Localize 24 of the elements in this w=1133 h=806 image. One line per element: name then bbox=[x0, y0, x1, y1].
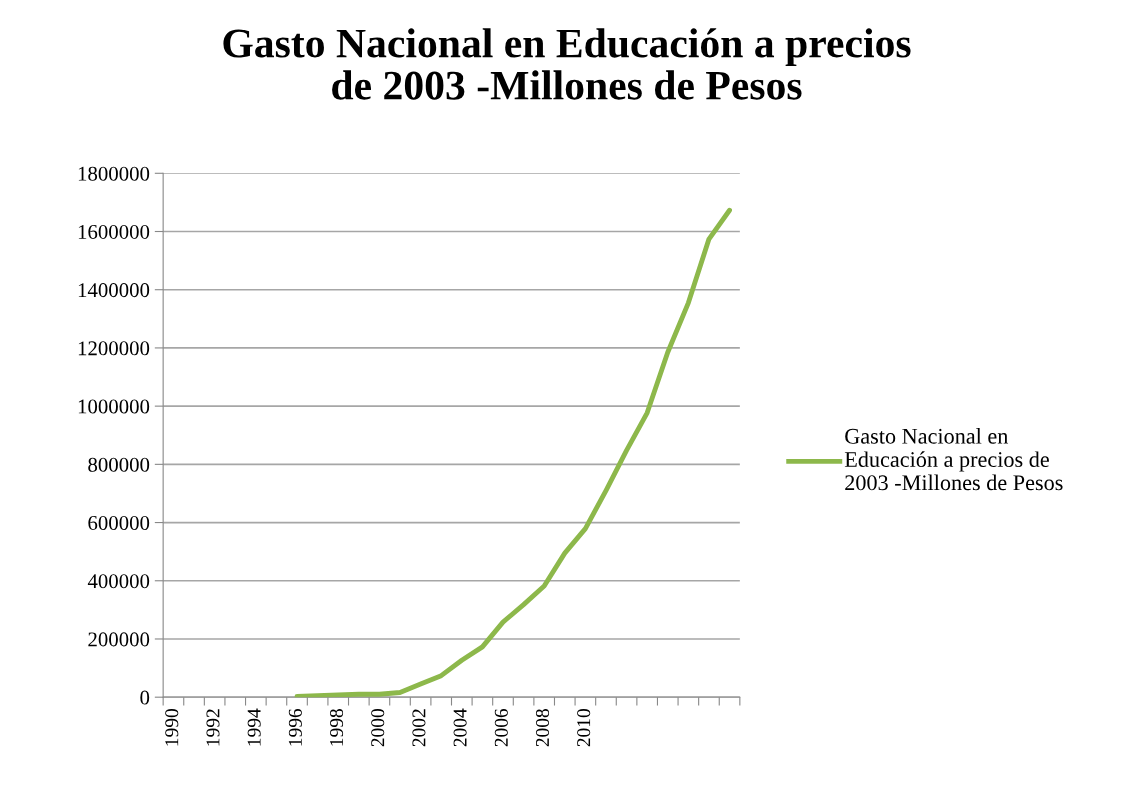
y-tick-label: 400000 bbox=[87, 574, 150, 589]
y-tick-label: 800000 bbox=[88, 457, 150, 472]
x-tick-label: 1990 bbox=[165, 709, 179, 746]
y-tick-label: 1800000 bbox=[78, 166, 150, 181]
line-series bbox=[294, 207, 732, 698]
chart-title: Gasto Nacional en Educación a precios de 2003 -Millones de Pesos bbox=[223, 28, 911, 100]
x-tick-label: 1992 bbox=[206, 709, 220, 746]
y-tick-label: 1400000 bbox=[78, 283, 150, 298]
x-tick-label: 1998 bbox=[329, 709, 344, 746]
y-tick-label: 0 bbox=[140, 690, 150, 705]
x-tick-label: 2010 bbox=[577, 709, 591, 747]
legend-label: Gasto Nacional en Educación a precios de 2003 -Millones de Pesos bbox=[844, 428, 1063, 491]
x-tick-label: 1996 bbox=[288, 708, 302, 746]
x-tick-label: 2004 bbox=[453, 708, 467, 747]
y-tick-label: 1200000 bbox=[78, 341, 150, 356]
x-tick-label: 1994 bbox=[247, 708, 261, 746]
x-tick-label: 2000 bbox=[371, 709, 385, 747]
y-tick-label: 200000 bbox=[88, 632, 150, 647]
x-tick-label: 2006 bbox=[494, 708, 508, 747]
y-tick-label: 600000 bbox=[88, 515, 150, 530]
y-tick-label: 1000000 bbox=[78, 399, 150, 414]
x-tick-label: 2008 bbox=[535, 709, 550, 747]
y-tick-label: 1600000 bbox=[78, 224, 150, 239]
x-tick-label: 2002 bbox=[412, 709, 426, 747]
